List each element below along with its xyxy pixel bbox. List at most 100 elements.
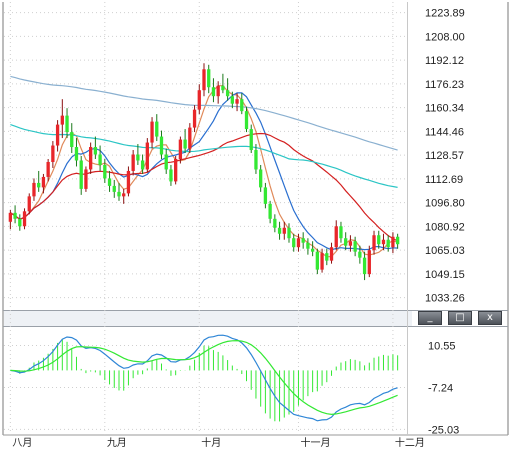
- candle-body: [32, 182, 36, 197]
- price-tick-label: 1128.57: [425, 150, 464, 162]
- price-tick-label: 1112.69: [425, 174, 463, 186]
- candle-body: [84, 169, 88, 189]
- candle-body: [136, 154, 140, 161]
- candle-body: [117, 191, 121, 197]
- candle-body: [98, 154, 102, 165]
- candle-body: [381, 239, 386, 245]
- candle-body: [74, 147, 79, 161]
- ma-line-30: [10, 132, 398, 242]
- candle-body: [51, 145, 55, 162]
- candle-body: [358, 251, 362, 258]
- grid-lines: [4, 2, 407, 435]
- price-tick-label: 1176.23: [425, 79, 464, 91]
- ma-line-120: [10, 75, 398, 151]
- candle-body: [107, 178, 112, 186]
- price-axis: 1223.89 1208.00 1192.12 1176.23 1160.34 1144.…: [425, 8, 465, 437]
- candle-body: [155, 121, 159, 137]
- candle-body: [372, 235, 376, 251]
- candle-body: [65, 115, 69, 133]
- candle-body: [296, 238, 301, 248]
- candle-body: [329, 247, 334, 261]
- candle-body: [178, 139, 183, 159]
- candle-body: [254, 150, 258, 170]
- price-tick-label: 1065.03: [425, 245, 465, 257]
- candle-body: [287, 227, 291, 239]
- price-tick-label: 1192.12: [425, 55, 464, 67]
- price-tick-label: 1080.92: [425, 221, 465, 233]
- date-tick-label: 十月: [201, 436, 221, 449]
- macd-tick-label: 10.55: [428, 341, 456, 353]
- candle-body: [320, 253, 324, 270]
- maximize-button[interactable]: □: [448, 311, 472, 325]
- candle-body: [122, 193, 126, 197]
- price-tick-label: 1096.80: [425, 198, 465, 210]
- candle-body: [88, 147, 93, 170]
- candle-body: [301, 238, 305, 243]
- close-button[interactable]: x: [478, 311, 502, 325]
- candle-body: [159, 136, 164, 155]
- candle-body: [244, 111, 249, 130]
- candle-body: [235, 99, 239, 104]
- candle-body: [282, 227, 286, 234]
- candle-body: [277, 227, 282, 234]
- candle-body: [207, 69, 211, 88]
- candle-body: [263, 187, 268, 204]
- candle-body: [230, 96, 234, 104]
- candle-body: [41, 176, 46, 188]
- candle-body: [240, 99, 244, 112]
- ma-line-60: [10, 124, 398, 188]
- minimize-button[interactable]: _: [418, 311, 442, 325]
- price-tick-label: 1223.89: [425, 8, 465, 20]
- price-tick-label: 1144.46: [425, 126, 464, 138]
- candle-body: [103, 164, 107, 179]
- candle-body: [386, 239, 390, 248]
- candle-body: [13, 212, 17, 219]
- candle-body: [225, 90, 230, 97]
- date-axis: 八月 九月 十月 十一月 十二月: [12, 436, 425, 449]
- candle-body: [353, 241, 357, 252]
- candle-body: [202, 69, 206, 91]
- candle-body: [112, 185, 116, 192]
- candle-body: [216, 85, 220, 97]
- candle-body: [60, 115, 64, 125]
- candle-body: [197, 90, 201, 110]
- candle-body: [334, 226, 338, 248]
- candle-body: [259, 169, 263, 188]
- candle-body: [188, 127, 192, 149]
- macd-tick-label: -25.03: [428, 424, 459, 436]
- candle-body: [174, 158, 178, 182]
- candle-body: [46, 161, 50, 177]
- candle-body: [22, 211, 27, 227]
- candle-body: [339, 226, 343, 239]
- candle-body: [310, 248, 315, 252]
- candle-body: [391, 236, 395, 248]
- candle-body: [362, 257, 367, 275]
- macd-tick-label: -7.24: [428, 382, 453, 394]
- candle-body: [164, 154, 168, 170]
- price-tick-label: 1160.34: [425, 103, 464, 115]
- candle-body: [395, 236, 400, 245]
- candle-body: [37, 182, 41, 188]
- candle-body: [367, 250, 371, 275]
- panel-header-bar: [4, 311, 412, 326]
- date-tick-label: 十二月: [395, 436, 425, 449]
- macd-panel: [4, 334, 407, 430]
- candle-body: [55, 124, 60, 146]
- candle-body: [183, 139, 187, 149]
- candle-body: [192, 109, 197, 128]
- candle-body: [344, 238, 348, 246]
- candle-body: [306, 242, 310, 249]
- candle-body: [145, 142, 149, 170]
- candle-body: [70, 132, 74, 148]
- candle-body: [273, 218, 277, 228]
- candle-body: [348, 241, 353, 246]
- candle-body: [8, 212, 13, 222]
- macd-dea-line: [10, 339, 398, 416]
- candle-body: [325, 253, 329, 261]
- candle-body: [377, 235, 381, 245]
- candle-body: [79, 160, 83, 189]
- candle-body: [169, 169, 173, 182]
- candle-body: [27, 196, 31, 212]
- candle-body: [150, 121, 154, 143]
- candle-body: [126, 170, 131, 194]
